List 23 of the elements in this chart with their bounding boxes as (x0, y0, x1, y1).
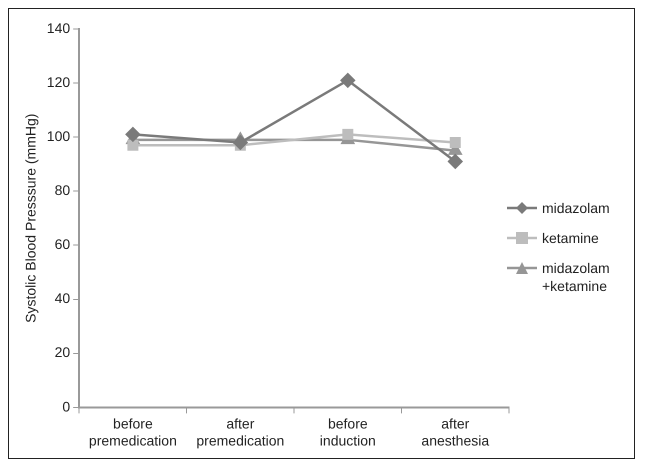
point (127, 140, 138, 151)
x-tick-label: before premedication (88, 416, 177, 448)
legend-label: ketamine (542, 229, 599, 247)
y-tick-label: 140 (46, 20, 70, 36)
point (450, 137, 461, 148)
point (126, 127, 140, 142)
y-tick-label: 100 (46, 128, 70, 144)
y-tick-label: 40 (54, 290, 70, 306)
point (448, 154, 463, 169)
y-tick-label: 80 (54, 182, 70, 198)
point (340, 73, 356, 88)
point (342, 128, 354, 140)
legend-label: midazolam (542, 199, 610, 217)
y-tick-label: 0 (62, 398, 70, 414)
point (233, 135, 248, 150)
y-tick-label: 120 (46, 74, 70, 90)
y-tick-label: 60 (54, 236, 70, 252)
x-tick-label: after anesthesia (421, 416, 490, 448)
y-axis-title: Systolic Blood Presssure (mmHg) (22, 114, 38, 323)
x-tick-label: after premedication (196, 416, 284, 448)
x-tick-label: before induction (320, 416, 376, 448)
legend-label: midazolam +ketamine (542, 259, 611, 295)
y-tick-label: 20 (54, 344, 70, 360)
